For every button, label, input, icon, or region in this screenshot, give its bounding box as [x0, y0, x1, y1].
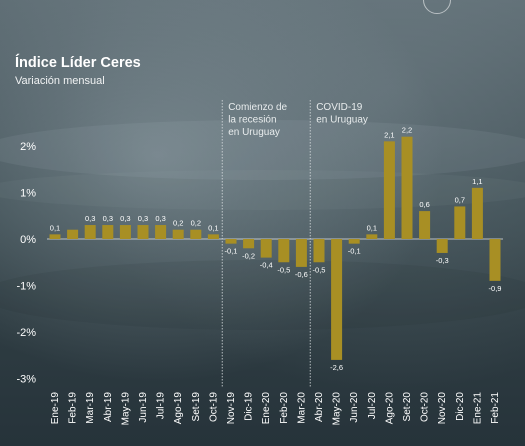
bar [84, 225, 96, 239]
data-label: -2,6 [330, 363, 343, 372]
x-tick-label: Ene-20 [261, 392, 272, 425]
bar [471, 187, 483, 239]
x-tick-label: Nov-19 [226, 392, 237, 425]
data-label: 2,1 [384, 130, 394, 139]
data-label: -0,6 [295, 270, 308, 279]
bar [119, 225, 131, 239]
data-label: 0,1 [208, 223, 218, 232]
data-label: 0,3 [103, 214, 113, 223]
chart-subtitle: Variación mensual [15, 75, 105, 87]
bar [260, 239, 272, 258]
bar [401, 136, 413, 239]
annotation-text: en Uruguay [228, 127, 280, 138]
x-tick-label: Ago-19 [173, 392, 184, 425]
bar [366, 234, 378, 239]
bar [155, 225, 167, 239]
annotation-text: en Uruguay [316, 115, 368, 126]
annotation-text: Comienzo de [228, 102, 287, 113]
bar [67, 229, 79, 239]
y-tick-label: 0% [20, 234, 36, 246]
bar [49, 234, 61, 239]
x-tick-label: Oct-20 [420, 392, 431, 422]
data-label: -0,1 [225, 247, 238, 256]
data-label: -0,9 [489, 284, 502, 293]
data-label: -0,1 [348, 247, 361, 256]
data-label: -0,3 [436, 256, 449, 265]
bar [207, 234, 219, 239]
data-label: 0,1 [50, 223, 60, 232]
data-label: 0,1 [367, 223, 377, 232]
bar [383, 141, 395, 239]
bar [225, 239, 237, 244]
data-label: 0,6 [419, 200, 429, 209]
bar [436, 239, 448, 253]
bar [137, 225, 149, 239]
data-label: 0,3 [120, 214, 130, 223]
annotation-text: COVID-19 [316, 102, 363, 113]
x-tick-label: Jul-19 [156, 392, 167, 420]
data-label: 0,3 [155, 214, 165, 223]
data-label: -0,5 [313, 265, 326, 274]
y-tick-label: 1% [20, 188, 36, 200]
data-label: 0,2 [191, 219, 201, 228]
x-tick-label: Jun-20 [349, 392, 360, 423]
x-tick-label: Oct-19 [208, 392, 219, 422]
bar [348, 239, 360, 244]
y-tick-label: 2% [20, 141, 36, 153]
data-label: 0,2 [173, 219, 183, 228]
x-tick-label: Abr-19 [103, 392, 114, 422]
data-label: 0,3 [138, 214, 148, 223]
bar [419, 211, 431, 239]
bar [243, 239, 255, 249]
data-label: -0,2 [242, 251, 255, 260]
x-tick-label: Ene-21 [472, 392, 483, 425]
y-tick-label: -2% [16, 327, 36, 339]
x-tick-label: May-20 [332, 392, 343, 426]
x-tick-label: Set-19 [191, 392, 202, 422]
bar [295, 239, 307, 267]
chart-title: Índice Líder Ceres [15, 55, 141, 71]
x-tick-label: Set-20 [402, 392, 413, 422]
bar [172, 229, 184, 239]
bar [102, 225, 114, 239]
x-tick-label: Nov-20 [437, 392, 448, 425]
x-tick-label: Ago-20 [384, 392, 395, 425]
bar [278, 239, 290, 263]
x-tick-label: Dic-19 [244, 392, 255, 421]
bar [313, 239, 325, 263]
wave-shadow [0, 260, 525, 330]
x-tick-label: May-19 [120, 392, 131, 426]
bar [190, 229, 202, 239]
x-tick-label: Dic-20 [455, 392, 466, 421]
wave-highlight [0, 170, 525, 210]
x-tick-label: Jul-20 [367, 392, 378, 420]
annotation-text: la recesión [228, 115, 276, 126]
data-label: 2,2 [402, 126, 412, 135]
bar [454, 206, 466, 239]
bar [331, 239, 343, 360]
wave-highlight [0, 120, 525, 180]
x-tick-label: Abr-20 [314, 392, 325, 422]
data-label: -0,5 [277, 265, 290, 274]
data-label: 0,3 [85, 214, 95, 223]
y-tick-label: -3% [16, 374, 36, 386]
data-label: 0,7 [455, 195, 465, 204]
x-tick-label: Mar-19 [85, 392, 96, 424]
bar [489, 239, 501, 281]
x-tick-label: Feb-20 [279, 392, 290, 424]
y-tick-label: -1% [16, 281, 36, 293]
data-label: 1,1 [472, 177, 482, 186]
x-tick-label: Ene-19 [50, 392, 61, 425]
x-tick-label: Jun-19 [138, 392, 149, 423]
x-tick-label: Feb-21 [490, 392, 501, 424]
x-tick-label: Mar-20 [296, 392, 307, 424]
x-tick-label: Feb-19 [68, 392, 79, 424]
data-label: -0,4 [260, 261, 273, 270]
